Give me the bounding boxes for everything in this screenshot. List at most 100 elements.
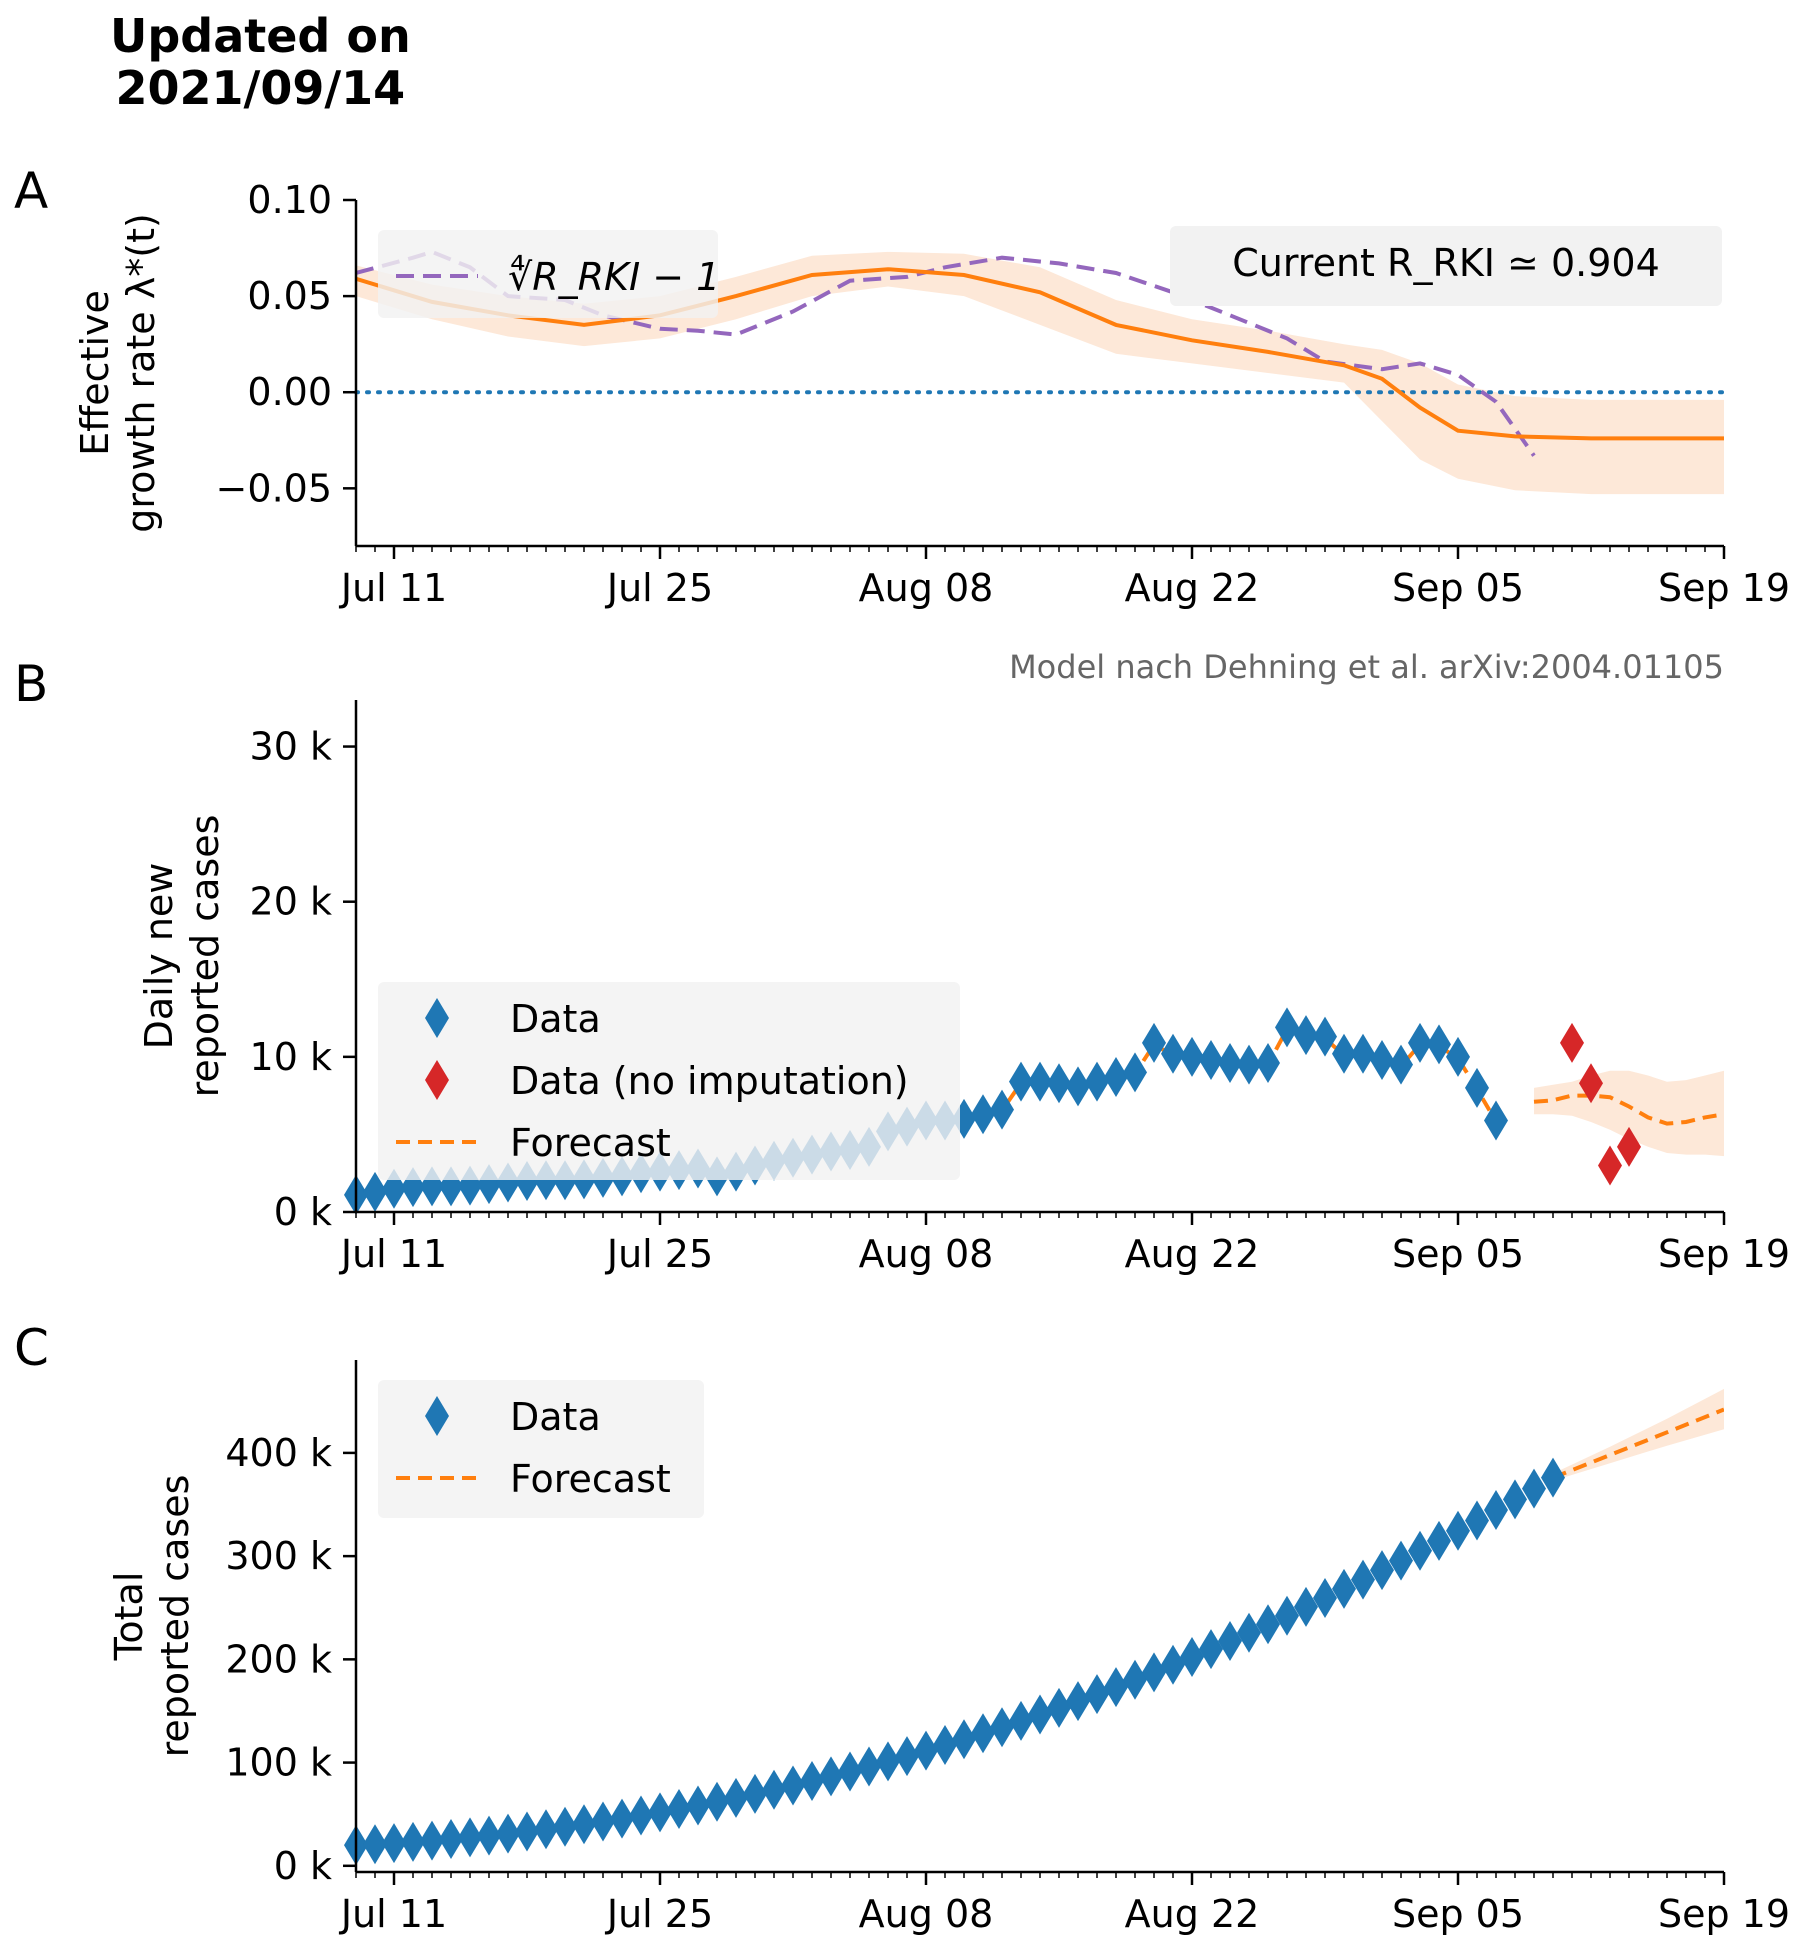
- A-x-tick-label: Sep 05: [1392, 566, 1524, 610]
- daily-data-point: [1256, 1043, 1280, 1084]
- daily-data-point: [1389, 1044, 1413, 1085]
- total-data-point: [1446, 1510, 1470, 1551]
- total-data-point: [1408, 1530, 1432, 1571]
- C-x-tick-label: Sep 05: [1392, 1892, 1524, 1936]
- legend-data-label: Data: [510, 1395, 601, 1439]
- daily-data-point: [1465, 1067, 1489, 1108]
- daily-data-point: [1313, 1016, 1337, 1057]
- C-y-axis-label-line1: Total: [107, 1572, 151, 1662]
- C-y-tick-label: 100 k: [225, 1741, 332, 1785]
- legend-data-marker: [425, 998, 449, 1038]
- panel-b-legend-box: [378, 982, 960, 1180]
- legend-forecast-label: Forecast: [510, 1457, 671, 1501]
- total-data-point: [1009, 1700, 1033, 1741]
- total-forecast-band: [1553, 1388, 1724, 1481]
- daily-data-point: [1161, 1033, 1185, 1074]
- total-data-point: [914, 1730, 938, 1771]
- panel-b-daily-cases: Data Data (no imputation) Forecast Jul 11 Ju…: [137, 700, 1790, 1276]
- daily-data-point: [363, 1171, 387, 1212]
- daily-data-point: [1085, 1061, 1109, 1102]
- panel-c-legend: Data Forecast: [378, 1380, 704, 1518]
- C-y-axis-label-line2: reported cases: [153, 1475, 197, 1758]
- total-data-point: [724, 1777, 748, 1818]
- A-x-tick-label: Aug 22: [1125, 566, 1260, 610]
- total-data-point: [705, 1781, 729, 1822]
- B-x-tick-label: Jul 11: [339, 1232, 447, 1276]
- A-x-tick-label: Sep 19: [1658, 566, 1790, 610]
- total-data-point: [686, 1785, 710, 1826]
- growth-rate-model-line: [356, 267, 1724, 441]
- daily-data-point: [990, 1089, 1014, 1130]
- B-y-tick-label: 30 k: [250, 725, 332, 769]
- total-data-point: [363, 1824, 387, 1865]
- daily-forecast-band: [1534, 1070, 1724, 1157]
- daily-data-point: [1427, 1024, 1451, 1065]
- daily-data-point: [1370, 1039, 1394, 1080]
- B-y-tick-label: 10 k: [250, 1035, 332, 1079]
- C-x-tick-label: Sep 19: [1658, 1892, 1790, 1936]
- daily-forecast-line: [1533, 1093, 1724, 1126]
- panel-a-legend-box: [378, 230, 718, 318]
- legend-no-imputation-label: Data (no imputation): [510, 1059, 909, 1103]
- total-data-point: [1522, 1468, 1546, 1509]
- total-data-point: [648, 1792, 672, 1833]
- total-data-point: [610, 1798, 634, 1839]
- A-x-tick-label: Jul 11: [339, 566, 447, 610]
- total-data-point: [1351, 1559, 1375, 1600]
- total-data-point: [800, 1760, 824, 1801]
- C-y-tick-label: 200 k: [225, 1637, 332, 1681]
- total-data-point: [1066, 1681, 1090, 1722]
- total-data-point: [743, 1773, 767, 1814]
- daily-no-imputation-point: [1560, 1022, 1584, 1063]
- B-x-tick-label: Sep 19: [1658, 1232, 1790, 1276]
- panel-a-legend: ∜R_RKI − 1: [378, 230, 720, 318]
- total-data-point: [1199, 1629, 1223, 1670]
- update-title-line2: 2021/09/14: [115, 61, 406, 115]
- B-y-axis-label-line1: Daily new: [137, 863, 181, 1050]
- C-y-axis-label: Total reported cases: [107, 1475, 197, 1758]
- current-r-annotation-box: [1170, 226, 1722, 306]
- total-data-point: [1142, 1652, 1166, 1693]
- A-y-axis-label: Effective growth rate λ*(t): [73, 213, 163, 533]
- panel-b-legend: Data Data (no imputation) Forecast: [378, 982, 960, 1180]
- total-data-point: [572, 1804, 596, 1845]
- panel-c-legend-box: [378, 1380, 704, 1518]
- daily-data-point: [1028, 1061, 1052, 1102]
- total-data-point: [876, 1741, 900, 1782]
- total-data-point: [857, 1746, 881, 1787]
- B-y-axis-label-line2: reported cases: [183, 815, 227, 1098]
- total-data-point: [1275, 1595, 1299, 1636]
- total-data-point: [933, 1725, 957, 1766]
- total-data-point: [515, 1811, 539, 1852]
- update-title-line1: Updated on: [110, 9, 411, 63]
- daily-no-imputation-point: [1579, 1063, 1603, 1104]
- daily-data-point: [1066, 1066, 1090, 1107]
- legend-forecast-label: Forecast: [510, 1121, 671, 1165]
- model-credit: Model nach Dehning et al. arXiv:2004.011…: [1009, 648, 1724, 686]
- panel-c-total-cases: Data Forecast Jul 11 Jul 25 Aug 08 Aug 22 Sep …: [107, 1360, 1790, 1936]
- A-y-tick-label: −0.05: [216, 466, 332, 510]
- A-y-axis-label-line1: Effective: [73, 290, 117, 456]
- total-data-point: [591, 1801, 615, 1842]
- total-data-point: [629, 1795, 653, 1836]
- A-x-tick-label: Jul 25: [605, 566, 713, 610]
- total-data-point: [1332, 1568, 1356, 1609]
- legend-data-label: Data: [510, 997, 601, 1041]
- B-y-axis-label: Daily new reported cases: [137, 815, 227, 1098]
- panel-a-growth-rate: ∜R_RKI − 1 Current R_RKI ≃ 0.904 Jul 11 Jul…: [73, 178, 1790, 610]
- total-data-point: [1465, 1500, 1489, 1541]
- daily-data-point: [1218, 1043, 1242, 1084]
- total-data-point: [382, 1823, 406, 1864]
- total-data-point: [1123, 1659, 1147, 1700]
- total-data-point: [553, 1806, 577, 1847]
- total-data-point: [762, 1769, 786, 1810]
- B-x-tick-label: Sep 05: [1392, 1232, 1524, 1276]
- panel-letter-b: B: [14, 655, 48, 713]
- total-data-point: [952, 1719, 976, 1760]
- daily-data-point: [1275, 1007, 1299, 1048]
- total-data-point: [1180, 1637, 1204, 1678]
- total-data-point: [534, 1809, 558, 1850]
- A-x-tick-label: Aug 08: [859, 566, 994, 610]
- total-data-point: [1427, 1520, 1451, 1561]
